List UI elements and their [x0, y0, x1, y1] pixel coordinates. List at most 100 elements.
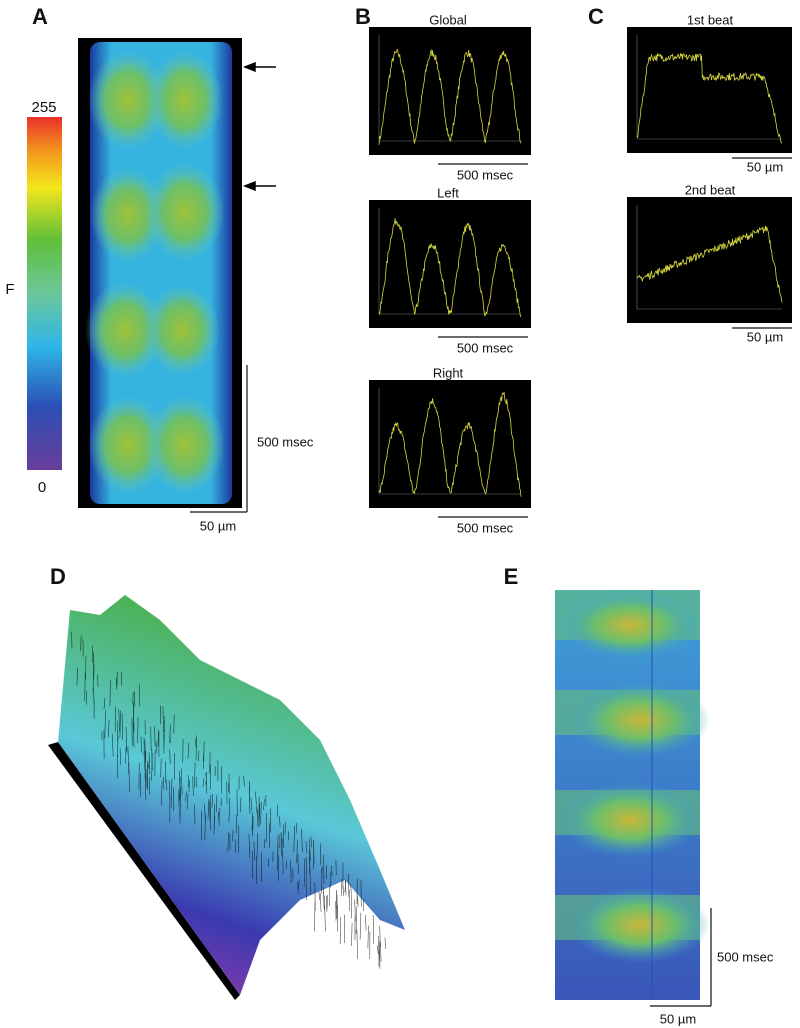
surface-spike	[305, 841, 307, 854]
panel-label: A	[32, 4, 48, 29]
surface-spike	[209, 800, 211, 831]
surface-spike	[173, 714, 175, 734]
surface-spike	[298, 879, 300, 890]
panel-label: E	[504, 564, 519, 589]
surface-spike	[235, 814, 238, 834]
surface-spike	[144, 772, 147, 801]
scale-label: 50 µm	[747, 329, 783, 344]
surface-spike	[185, 791, 187, 802]
surface-spike	[323, 892, 325, 911]
surface-spike	[204, 814, 206, 841]
surface-spike	[257, 808, 259, 827]
surface-spike	[157, 729, 159, 747]
surface-spike	[179, 787, 181, 816]
surface-spike	[198, 750, 200, 762]
surface-spike	[377, 945, 379, 954]
surface-spike	[305, 856, 308, 883]
surface-spike	[186, 793, 189, 810]
surface-spike	[309, 838, 311, 862]
trace-axis	[378, 208, 521, 315]
surface-spike	[340, 878, 343, 897]
surface-spike	[258, 802, 261, 828]
surface-spike	[169, 734, 171, 743]
panel-label: B	[355, 4, 371, 29]
surface-spike	[119, 710, 121, 738]
surface-spike	[218, 808, 221, 822]
surface-spike	[326, 894, 329, 913]
surface-spike	[265, 813, 268, 843]
surface-spike	[301, 828, 303, 853]
surface-spike	[125, 746, 127, 764]
surface-spike	[103, 697, 106, 710]
trace-axis	[636, 205, 782, 310]
surface-spike	[188, 780, 190, 792]
surface-spike	[140, 736, 143, 753]
panel-label: D	[50, 564, 66, 589]
surface-spike	[318, 891, 321, 901]
scale-label: 500 msec	[457, 340, 514, 355]
surface-spike	[339, 917, 342, 945]
surface-spike	[344, 879, 347, 893]
surface-spike	[132, 702, 135, 733]
surface-spike	[324, 904, 326, 932]
surface-spike	[117, 736, 119, 757]
surface-spike	[80, 635, 82, 652]
surface-spike	[356, 929, 358, 959]
surface-spike	[293, 825, 295, 853]
surface-spike	[365, 914, 367, 931]
surface-spike	[148, 758, 150, 769]
surface-spike	[118, 709, 120, 732]
surface-spike	[344, 880, 347, 896]
trace-panel	[369, 27, 531, 155]
surface-spike	[211, 794, 213, 808]
surface-spike	[162, 776, 165, 790]
trace-panel	[369, 380, 531, 508]
surface-spike	[195, 735, 198, 761]
surface-spike	[248, 833, 251, 859]
scale-label: 500 msec	[457, 167, 514, 182]
trace-axis	[636, 35, 782, 140]
surface-spike	[194, 762, 196, 788]
surface-spike	[209, 752, 211, 774]
surface-spike	[384, 937, 386, 949]
surface-spike	[128, 762, 130, 793]
surface-spike	[260, 801, 262, 825]
trace-title: Right	[433, 365, 464, 380]
trace-title: Global	[429, 12, 467, 27]
colorbar-label: F	[5, 281, 14, 298]
surface-spike	[119, 748, 121, 765]
surface-spike	[310, 836, 312, 848]
surface-spike	[359, 912, 362, 940]
surface-spike	[321, 865, 323, 894]
surface-spike	[187, 742, 190, 759]
surface-spike	[125, 726, 128, 753]
surface-spike	[303, 858, 306, 888]
surface-spike	[108, 719, 110, 738]
surface-spike	[263, 799, 265, 810]
colorbar-min: 0	[38, 479, 46, 496]
surface-spike	[279, 815, 281, 828]
surface-spike	[253, 841, 256, 861]
surface-spike	[132, 722, 135, 747]
surface-spike	[347, 874, 350, 898]
surface-spike	[280, 832, 283, 857]
surface-spike	[111, 734, 114, 757]
surface-spike	[256, 805, 258, 814]
surface-spike	[228, 797, 231, 823]
surface-spike	[243, 775, 245, 787]
surface-spike	[179, 771, 181, 801]
time-scale-label: 500 msec	[257, 434, 314, 449]
surface-spike	[354, 899, 356, 922]
surface-spike	[296, 840, 298, 864]
surface-spike	[202, 778, 204, 788]
surface-spike	[321, 868, 323, 878]
trace-panel	[369, 200, 531, 328]
surface-spike	[192, 776, 194, 796]
linescan-image	[555, 590, 710, 1000]
surface-spike	[350, 883, 352, 894]
scale-label: 50 µm	[747, 159, 783, 174]
space-scale-label: 50 µm	[200, 518, 236, 533]
trace	[636, 52, 783, 144]
trace-axis	[378, 388, 521, 495]
